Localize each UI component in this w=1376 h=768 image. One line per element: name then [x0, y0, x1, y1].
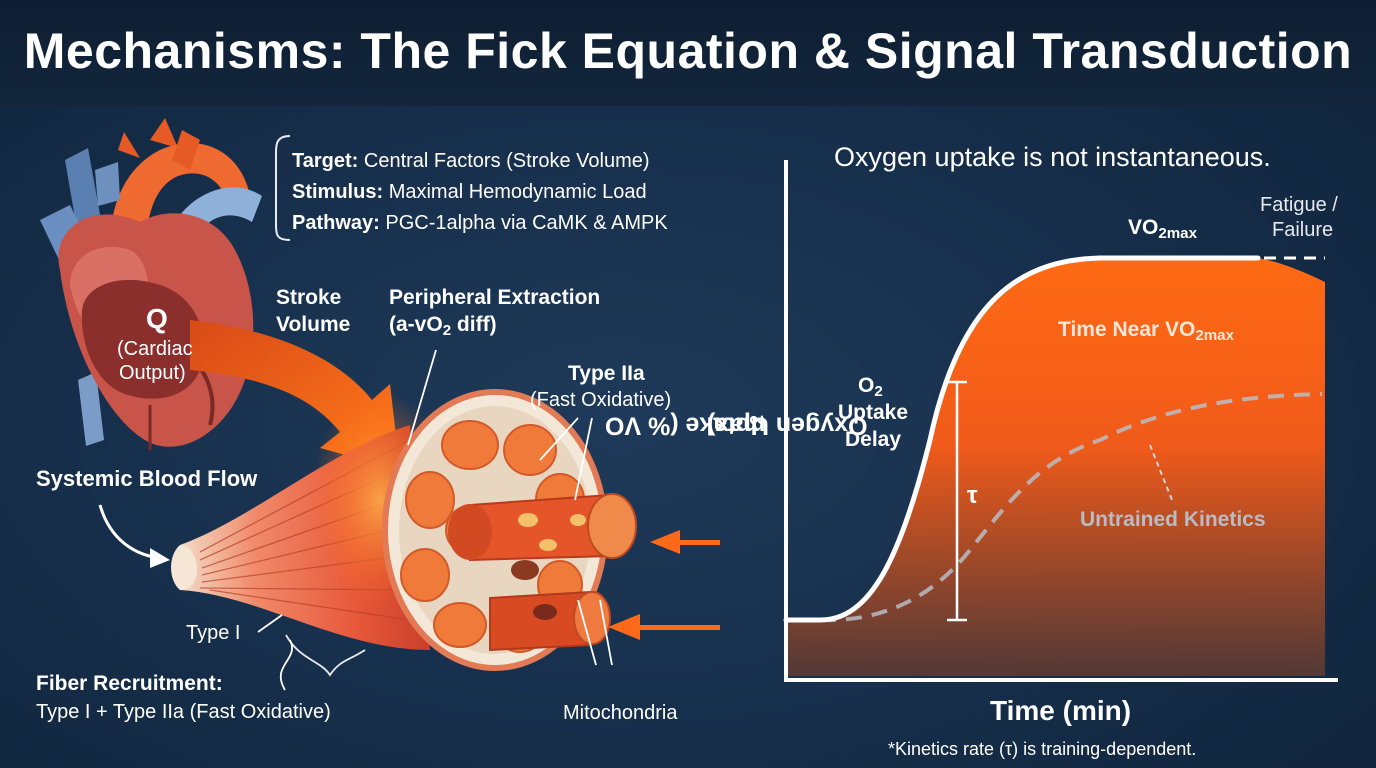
avo2-post: diff): [451, 313, 497, 336]
type-iia-label: Type IIa: [568, 362, 645, 385]
delay-o: O: [858, 374, 875, 397]
title-bar: [0, 0, 1376, 106]
q-sub-1: (Cardiac: [117, 338, 193, 360]
footnote: *Kinetics rate (τ) is training-dependent…: [888, 739, 1197, 759]
delay-label-2: Uptake: [838, 401, 909, 424]
fatigue-label-1: Fatigue /: [1260, 194, 1338, 216]
fatigue-label-2: Failure: [1272, 219, 1334, 241]
vo2max-sub: 2max: [1158, 224, 1197, 242]
info-box: Target: Central Factors (Stroke Volume) …: [292, 146, 668, 239]
time-near-vo2max-area: [786, 258, 1325, 676]
info-bracket: [275, 135, 291, 241]
untrained-pointer: [1149, 444, 1173, 501]
avo2-diff-label: (a-vO2 diff): [389, 313, 497, 339]
stimulus-value: Maximal Hemodynamic Load: [388, 181, 647, 203]
fast-oxidative-label: (Fast Oxidative): [530, 389, 672, 411]
fiber-recruitment-label: Fiber Recruitment:: [36, 672, 223, 695]
heart-illustration: [40, 118, 262, 450]
stimulus-key: Stimulus:: [292, 181, 384, 203]
vo2max-label: VO2max: [1128, 216, 1197, 242]
type-i-fiber: [489, 590, 611, 652]
pathway-value: PGC-1alpha via CaMK & AMPK: [385, 212, 668, 234]
mitochondria-label: Mitochondria: [563, 702, 678, 724]
delay-label-3: Delay: [845, 428, 902, 451]
time-near-vo2max-label: Time Near VO2max: [1058, 318, 1234, 344]
delay-o-sub: 2: [874, 382, 883, 400]
peripheral-extraction-label: Peripheral Extraction: [389, 286, 601, 309]
pathway-key: Pathway:: [292, 212, 380, 234]
type-iia-fiber: [448, 493, 637, 562]
avo2-pre: (a-vO: [389, 313, 443, 336]
vo2-kinetics-chart: [783, 160, 1338, 682]
stroke-volume-label-2: Volume: [276, 313, 351, 336]
time-near-main: Time Near VO: [1058, 318, 1196, 341]
chart-axes: [784, 160, 1338, 682]
target-value: Central Factors (Stroke Volume): [363, 150, 650, 172]
vo2max-main: VO: [1128, 216, 1159, 239]
time-near-sub: 2max: [1195, 326, 1234, 344]
blood-inflow-arrows: [608, 530, 720, 640]
untrained-kinetics-curve: [819, 392, 1323, 623]
page-title: Mechanisms: The Fick Equation & Signal T…: [23, 23, 1353, 79]
target-key: Target:: [292, 150, 359, 172]
ylabel-post: max): [707, 411, 766, 440]
trained-kinetics-curve: [783, 255, 1261, 623]
tau-label: τ: [967, 482, 978, 509]
muscle-illustration: [171, 389, 637, 671]
q-label: Q: [146, 303, 168, 334]
type-i-label: Type I: [186, 622, 241, 644]
tau-bracket: [947, 380, 967, 622]
delay-label-1: O2: [858, 374, 883, 400]
chart-title: Oxygen uptake is not instantaneous.: [834, 142, 1271, 172]
leader-lines: [257, 349, 613, 691]
fiber-types-label: Type I + Type IIa (Fast Oxidative): [36, 701, 331, 723]
avo2-sub: 2: [442, 321, 452, 339]
systemic-blood-flow-label: Systemic Blood Flow: [36, 466, 258, 491]
q-sub-2: Output): [119, 362, 186, 384]
untrained-kinetics-label: Untrained Kinetics: [1080, 508, 1266, 531]
x-axis-label: Time (min): [990, 695, 1132, 726]
stroke-volume-label-1: Stroke: [276, 286, 342, 309]
